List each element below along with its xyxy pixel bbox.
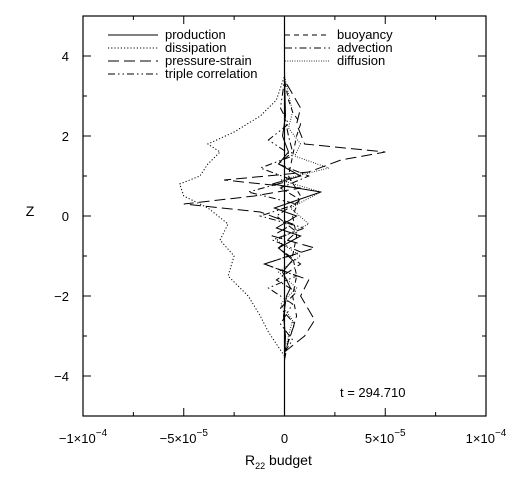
y-tick-label: −4	[54, 369, 69, 384]
y-axis-label: Z	[26, 203, 35, 219]
x-tick-label: 5×10−5	[365, 428, 406, 446]
y-tick-label: 2	[62, 129, 69, 144]
legend-label-pressure-strain: pressure-strain	[165, 53, 252, 68]
legend-label-advection: advection	[337, 40, 393, 55]
x-tick-label: 0	[281, 431, 288, 446]
series-line-pressure-strain	[183, 79, 386, 353]
series-line-dissipation	[179, 75, 285, 357]
ticks-layer: −4 −2 0 2 4 −1×10−4 −5×10−5 0 5×10−5 1×10−4	[54, 15, 507, 446]
legend-label-buoyancy: buoyancy	[337, 27, 393, 42]
series-line-advection	[275, 72, 311, 361]
y-tick-label: −2	[54, 289, 69, 304]
x-axis-label: R22 budget	[245, 452, 312, 471]
legend-label-triple-correlation: triple correlation	[165, 66, 258, 81]
series-line-triple-correlation	[246, 79, 307, 353]
x-tick-label: −1×10−4	[59, 428, 108, 446]
y-tick-label: 0	[62, 209, 69, 224]
x-tick-label: −5×10−5	[160, 428, 209, 446]
series-line-buoyancy	[284, 79, 302, 353]
legend-label-production: production	[165, 27, 226, 42]
legend-label-diffusion: diffusion	[337, 53, 385, 68]
x-axis-label-subscript: 22	[255, 461, 265, 471]
legend: productiondissipationpressure-straintrip…	[108, 27, 393, 81]
y-tick-label: 4	[62, 49, 69, 64]
x-tick-label: 1×10−4	[466, 428, 507, 446]
time-annotation: t = 294.710	[340, 385, 405, 400]
x-axis-label-rest: budget	[265, 452, 312, 468]
legend-label-dissipation: dissipation	[165, 40, 226, 55]
x-axis-label-main: R	[245, 452, 255, 468]
plot-area	[82, 15, 487, 417]
